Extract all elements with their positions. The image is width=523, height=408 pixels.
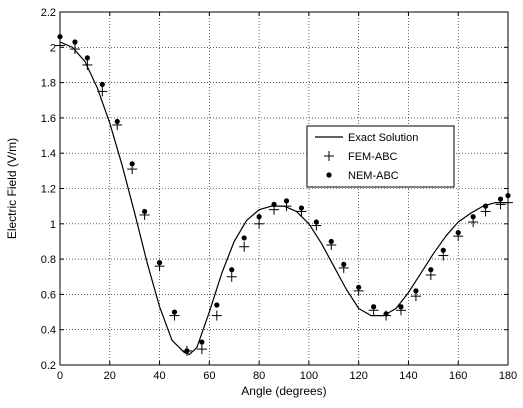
exact-solution-line — [59, 41, 508, 355]
fem-abc-point — [55, 40, 65, 51]
nem-abc-point — [57, 34, 63, 40]
nem-abc-point — [356, 284, 362, 290]
nem-abc-point — [114, 118, 120, 125]
fem-abc-point — [503, 197, 513, 208]
x-tick-label: 0 — [57, 370, 63, 382]
y-tick-label: 2.2 — [41, 7, 56, 19]
legend-plus-swatch — [324, 151, 334, 161]
x-tick-label: 140 — [399, 370, 417, 382]
fem-abc-point — [196, 344, 207, 355]
nem-abc-point — [371, 304, 377, 310]
nem-abc-point — [156, 260, 163, 266]
x-axis-label: Angle (degrees) — [241, 384, 326, 398]
y-tick-label: 1.6 — [41, 113, 56, 125]
fem-abc-point — [82, 59, 93, 70]
nem-abc-point — [241, 235, 247, 241]
nem-abc-point — [271, 201, 277, 207]
nem-abc-point — [142, 208, 148, 215]
nem-abc-point — [470, 214, 476, 220]
y-tick-label: 0.6 — [41, 289, 56, 301]
nem-abc-point — [199, 339, 205, 345]
legend: Exact Solution FEM-ABC NEM-ABC — [306, 125, 455, 188]
nem-abc-point — [84, 55, 90, 61]
fem-abc-point — [254, 218, 265, 229]
nem-abc-point — [383, 311, 389, 317]
y-axis-label: Electric Field (V/m) — [5, 138, 19, 239]
nem-abc-point — [497, 196, 504, 202]
y-tick-label: 1.8 — [41, 78, 56, 90]
fem-abc-point — [239, 241, 250, 252]
nem-abc-point — [99, 81, 105, 87]
x-tick-label: 60 — [203, 370, 215, 382]
legend-label: NEM-ABC — [348, 170, 399, 182]
legend-dot-swatch — [326, 172, 332, 178]
nem-abc-point — [283, 198, 290, 204]
nem-abc-point — [341, 261, 347, 267]
nem-abc-point — [440, 247, 446, 253]
nem-abc-point — [298, 205, 305, 211]
fem-abc-point — [226, 271, 237, 282]
x-tick-label: 40 — [153, 370, 165, 382]
nem-abc-point — [214, 302, 220, 308]
nem-abc-point — [229, 267, 235, 273]
nem-abc-point — [413, 288, 419, 294]
nem-abc-point — [328, 238, 334, 245]
nem-abc-point — [428, 267, 434, 273]
axis-ticks: 0 20 40 60 80 100 120 140 160 180 0.2 0.4 0.6 0.8 1 1.2… — [41, 7, 517, 382]
x-tick-label: 120 — [349, 370, 367, 382]
plot-frame — [59, 11, 509, 366]
nem-abc-point — [313, 219, 319, 225]
y-tick-label: 0.8 — [41, 254, 56, 266]
legend-label: Exact Solution — [348, 132, 418, 144]
legend-label: FEM-ABC — [348, 151, 398, 163]
y-tick-label: 0.4 — [41, 325, 56, 337]
nem-abc-point — [72, 39, 78, 45]
y-tick-label: 1.2 — [41, 184, 56, 196]
nem-abc-point — [184, 348, 190, 354]
nem-abc-point — [505, 192, 511, 199]
nem-abc-point — [171, 309, 178, 315]
y-tick-label: 0.2 — [41, 360, 56, 372]
y-tick-label: 2 — [50, 42, 56, 54]
fem-abc-point — [97, 86, 108, 97]
x-tick-label: 160 — [449, 370, 467, 382]
fem-abc-point — [69, 44, 80, 55]
nem-abc-point — [398, 304, 404, 310]
y-tick-label: 1.4 — [41, 148, 56, 160]
x-tick-label: 20 — [104, 370, 116, 382]
nem-abc-point — [256, 214, 262, 220]
nem-abc-point — [455, 230, 461, 236]
series-layer — [55, 34, 513, 356]
fem-abc-point — [211, 310, 222, 321]
x-tick-label: 100 — [300, 370, 318, 382]
nem-abc-point — [129, 161, 135, 167]
grid — [59, 11, 509, 366]
x-tick-label: 80 — [253, 370, 265, 382]
nem-abc-point — [483, 203, 489, 209]
y-tick-label: 1 — [50, 219, 56, 231]
x-tick-label: 180 — [499, 370, 517, 382]
